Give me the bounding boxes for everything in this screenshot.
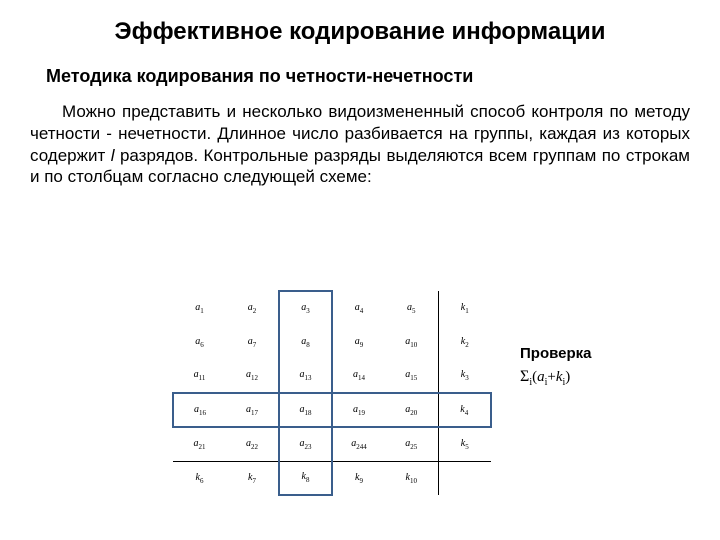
- grid-cell: a14: [332, 359, 385, 393]
- paren-close: ): [565, 369, 570, 385]
- grid-cell: a18: [279, 393, 332, 427]
- grid-row: a11a12a13a14a15k3: [173, 359, 491, 393]
- grid-cell: a11: [173, 359, 226, 393]
- grid-row: a16a17a18a19a20k4: [173, 393, 491, 427]
- grid-cell: a8: [279, 325, 332, 359]
- grid-cell: a244: [332, 427, 385, 461]
- var-k: k: [556, 369, 563, 385]
- grid-cell: a12: [226, 359, 279, 393]
- plus-sign: +: [547, 369, 555, 385]
- grid-cell: k1: [438, 291, 491, 325]
- grid-cell: k3: [438, 359, 491, 393]
- grid-cell: a13: [279, 359, 332, 393]
- grid-cell: a4: [332, 291, 385, 325]
- grid-cell: k8: [279, 461, 332, 495]
- grid-cell: a20: [385, 393, 438, 427]
- grid-cell: a22: [226, 427, 279, 461]
- section-subtitle: Методика кодирования по четности-нечетно…: [0, 46, 720, 97]
- grid-cell: a7: [226, 325, 279, 359]
- grid-cell: k10: [385, 461, 438, 495]
- var-a: a: [537, 369, 545, 385]
- grid-cell: a5: [385, 291, 438, 325]
- grid-cell: a23: [279, 427, 332, 461]
- grid-cell: a15: [385, 359, 438, 393]
- grid-cell: a3: [279, 291, 332, 325]
- page-title: Эффективное кодирование информации: [0, 0, 720, 46]
- grid-row: a6a7a8a9a10k2: [173, 325, 491, 359]
- grid-row: k6k7k8k9k10: [173, 461, 491, 495]
- body-paragraph: Можно представить и несколько видоизмене…: [0, 97, 720, 188]
- grid-cell: [438, 461, 491, 495]
- grid-cell: k2: [438, 325, 491, 359]
- grid-cell: k6: [173, 461, 226, 495]
- grid-cell: a2: [226, 291, 279, 325]
- grid-cell: a16: [173, 393, 226, 427]
- check-block: Проверка Σi(ai+ki): [520, 345, 591, 388]
- grid-row: a21a22a23a244a25k5: [173, 427, 491, 461]
- grid-cell: k7: [226, 461, 279, 495]
- paragraph-text-post: разрядов. Контрольные разряды выделяются…: [30, 146, 690, 187]
- grid-cell: k9: [332, 461, 385, 495]
- grid-cell: a19: [332, 393, 385, 427]
- grid-cell: a17: [226, 393, 279, 427]
- parity-grid: a1a2a3a4a5k1a6a7a8a9a10k2a11a12a13a14a15…: [172, 290, 492, 496]
- check-label: Проверка: [520, 345, 591, 362]
- grid-cell: k4: [438, 393, 491, 427]
- grid-cell: a1: [173, 291, 226, 325]
- grid-cell: a21: [173, 427, 226, 461]
- grid-cell: a10: [385, 325, 438, 359]
- grid-cell: k5: [438, 427, 491, 461]
- grid-row: a1a2a3a4a5k1: [173, 291, 491, 325]
- check-formula: Σi(ai+ki): [520, 368, 591, 388]
- grid-cell: a25: [385, 427, 438, 461]
- grid-cell: a9: [332, 325, 385, 359]
- sigma-symbol: Σ: [520, 368, 529, 385]
- grid-cell: a6: [173, 325, 226, 359]
